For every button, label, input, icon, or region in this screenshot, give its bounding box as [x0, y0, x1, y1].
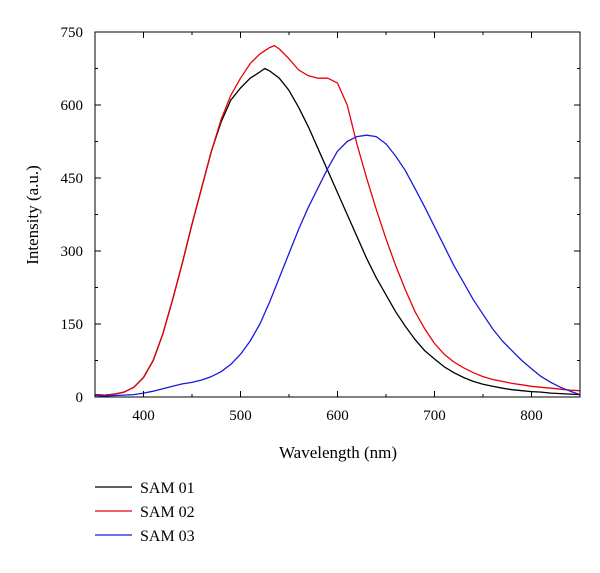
y-tick-label: 450: [61, 171, 84, 187]
x-tick-label: 400: [132, 408, 155, 424]
y-tick-label: 600: [61, 98, 84, 114]
x-tick-label: 600: [326, 408, 349, 424]
legend-label-3: SAM 03: [140, 528, 195, 545]
legend-label-1: SAM 01: [140, 480, 195, 497]
plot-area: [94, 44, 581, 397]
x-axis-label: Wavelength (nm): [279, 443, 397, 462]
y-tick-label: 300: [61, 244, 84, 260]
legend-label-2: SAM 02: [140, 504, 195, 521]
legend: SAM 01 SAM 02 SAM 03: [95, 480, 195, 545]
axes: 400 500 600 700 800 0 150 300 450 600 750: [61, 25, 581, 424]
x-tick-label: 500: [229, 408, 252, 424]
series-line-3: [94, 134, 581, 397]
x-tick-label: 700: [423, 408, 446, 424]
y-axis-label: Intensity (a.u.): [23, 165, 42, 265]
x-tick-label: 800: [520, 408, 543, 424]
y-tick-label: 150: [61, 317, 84, 333]
y-tick-label: 750: [61, 25, 84, 41]
y-tick-label: 0: [76, 390, 84, 406]
plot-frame: [94, 31, 581, 398]
series-line-2: [94, 44, 581, 396]
